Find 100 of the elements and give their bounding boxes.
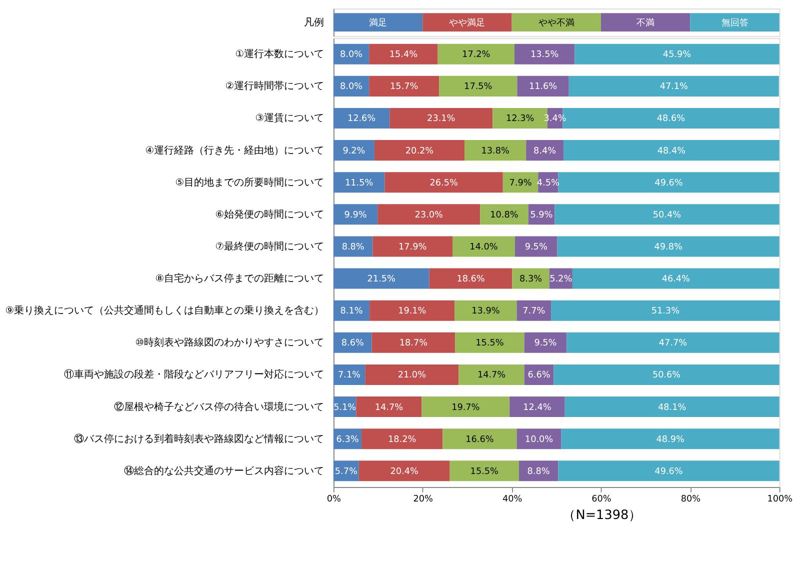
data-label: 46.4% bbox=[662, 274, 690, 285]
data-label: 19.7% bbox=[452, 402, 480, 413]
data-label: 21.0% bbox=[398, 370, 426, 381]
data-label: 7.7% bbox=[522, 306, 546, 317]
y-tick-label: ④運行経路（行き先・経由地）について bbox=[145, 144, 324, 156]
data-label: 49.6% bbox=[654, 178, 683, 188]
bar bbox=[574, 44, 780, 64]
data-label: 8.0% bbox=[340, 50, 363, 60]
data-label: 9.5% bbox=[524, 242, 548, 252]
bar bbox=[558, 460, 780, 482]
y-tick-label: ⑤目的地までの所要時間について bbox=[175, 176, 324, 188]
data-label: 6.6% bbox=[528, 370, 550, 381]
data-label: 6.3% bbox=[336, 434, 359, 445]
bar bbox=[390, 108, 493, 128]
text: やや満足 bbox=[449, 17, 486, 28]
bar bbox=[333, 108, 390, 128]
data-label: 14.7% bbox=[477, 370, 506, 381]
bar bbox=[554, 204, 780, 225]
bar bbox=[369, 76, 440, 96]
bar bbox=[333, 364, 366, 385]
data-label: 50.6% bbox=[652, 370, 681, 381]
data-label: 48.4% bbox=[657, 146, 686, 156]
bar bbox=[551, 300, 780, 321]
bar bbox=[370, 300, 455, 321]
x-tick-label: 40% bbox=[502, 494, 522, 504]
data-label: 9.9% bbox=[344, 210, 367, 220]
data-label: 11.5% bbox=[345, 178, 374, 188]
bar bbox=[454, 300, 517, 321]
bar bbox=[356, 396, 422, 418]
bar bbox=[429, 268, 512, 289]
data-label: 49.6% bbox=[654, 466, 683, 477]
data-label: 8.8% bbox=[342, 242, 364, 252]
bar bbox=[422, 396, 510, 418]
bar bbox=[510, 396, 565, 418]
bar bbox=[566, 332, 780, 353]
x-tick-label: 60% bbox=[592, 494, 612, 504]
bar bbox=[378, 204, 480, 225]
data-label: 5.7% bbox=[334, 466, 358, 477]
data-label: 9.5% bbox=[534, 338, 557, 349]
data-label: 8.4% bbox=[534, 146, 556, 156]
bar bbox=[480, 204, 528, 225]
y-tick-label: ②運行時間帯について bbox=[225, 80, 324, 92]
data-label: 7.1% bbox=[338, 370, 361, 381]
data-label: 12.6% bbox=[347, 114, 376, 124]
y-tick-label: ⑧自宅からバス停までの距離について bbox=[155, 272, 324, 285]
bar bbox=[572, 268, 780, 289]
data-label: 17.2% bbox=[462, 50, 490, 60]
data-label: 48.1% bbox=[658, 402, 686, 413]
data-label: 17.5% bbox=[464, 82, 492, 92]
bar bbox=[450, 460, 519, 482]
bar bbox=[516, 428, 562, 450]
data-label: 16.6% bbox=[466, 434, 494, 445]
data-label: 18.6% bbox=[456, 274, 485, 285]
y-tick-label: ①運行本数について bbox=[235, 48, 324, 60]
data-label: 15.5% bbox=[470, 466, 498, 477]
data-label: 14.7% bbox=[374, 402, 404, 413]
data-label: 17.9% bbox=[398, 242, 427, 252]
data-label: 14.0% bbox=[470, 242, 498, 252]
x-tick-label: 100% bbox=[767, 494, 793, 504]
y-tick-label: ⑩時刻表や路線図のわかりやすさについて bbox=[135, 336, 324, 349]
data-label: 13.9% bbox=[472, 306, 500, 317]
bar bbox=[514, 44, 575, 64]
bar bbox=[554, 364, 780, 385]
text: 不満 bbox=[636, 17, 655, 28]
bar bbox=[517, 76, 569, 96]
y-tick-label: ⑥始発便の時間について bbox=[215, 208, 324, 220]
bar bbox=[374, 140, 465, 161]
bar bbox=[464, 140, 526, 161]
bar bbox=[369, 44, 438, 64]
series-label: 満足 bbox=[369, 17, 388, 28]
bar bbox=[458, 364, 524, 385]
bar bbox=[333, 172, 385, 193]
bar bbox=[372, 236, 452, 257]
bar bbox=[333, 204, 378, 225]
data-label: 23.0% bbox=[414, 210, 443, 220]
series-label: 無回答 bbox=[721, 17, 748, 28]
bar bbox=[333, 268, 430, 289]
data-label: 13.8% bbox=[481, 146, 510, 156]
y-tick-label: ③運賃について bbox=[255, 112, 324, 124]
bar bbox=[561, 428, 780, 450]
data-label: 5.9% bbox=[530, 210, 553, 220]
bar bbox=[524, 332, 567, 353]
data-label: 47.7% bbox=[658, 338, 688, 349]
data-label: 8.1% bbox=[340, 306, 363, 317]
data-label: 19.1% bbox=[398, 306, 426, 317]
bar bbox=[452, 236, 515, 257]
y-tick-label: ⑫屋根や椅子などバス停の待合い環境について bbox=[114, 400, 324, 413]
data-label: 48.9% bbox=[656, 434, 684, 445]
data-label: 23.1% bbox=[427, 114, 456, 124]
data-label: 50.4% bbox=[652, 210, 682, 220]
data-label: 26.5% bbox=[430, 178, 458, 188]
data-label: 8.0% bbox=[340, 82, 363, 92]
data-label: 13.5% bbox=[530, 50, 559, 60]
data-label: 12.4% bbox=[523, 402, 552, 413]
bar bbox=[558, 172, 780, 193]
data-label: 12.3% bbox=[506, 114, 534, 124]
bar bbox=[439, 76, 518, 96]
data-label: 15.7% bbox=[390, 82, 418, 92]
bar bbox=[455, 332, 524, 353]
x-tick-label: 20% bbox=[413, 494, 433, 504]
